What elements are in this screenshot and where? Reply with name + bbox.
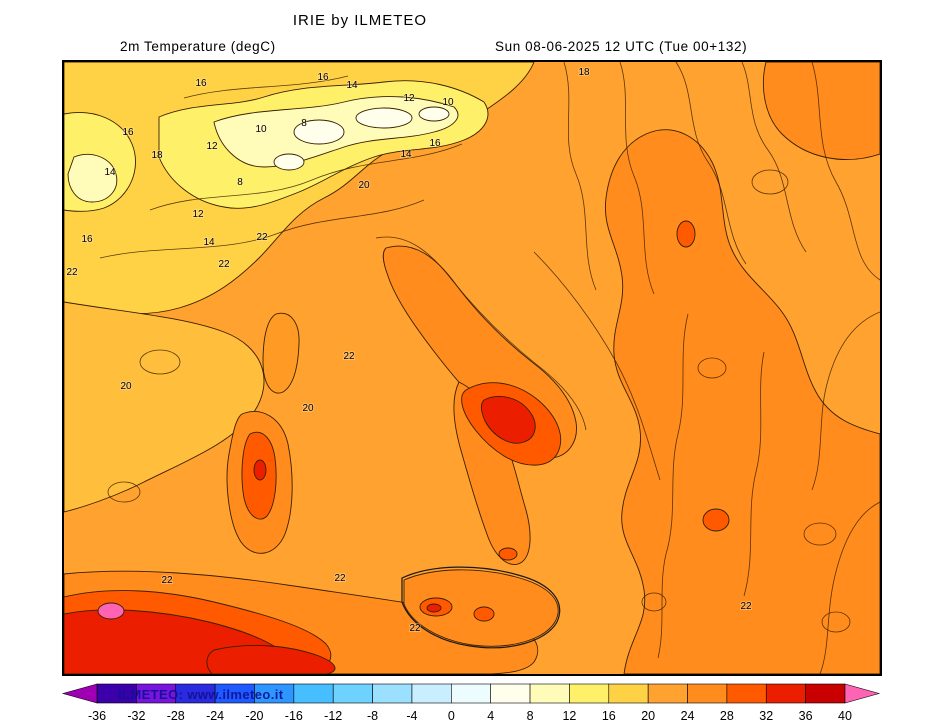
contour-label: 22 [409,623,421,634]
colorbar-segment [805,683,846,704]
colorbar-tick-label: 8 [527,709,534,723]
contour-label: 10 [255,124,267,135]
temperature-map: 16 16 14 12 10 8 10 16 18 12 14 14 16 18 8 20 12 16 14 22 22… [62,60,882,676]
colorbar-tick-label: -4 [406,709,417,723]
contour-label: 18 [151,150,163,161]
colorbar-tick-label: 32 [759,709,773,723]
contour-label: 14 [203,237,215,248]
region-white-4-8 [273,106,450,171]
colorbar-tick-label: 28 [720,709,734,723]
colorbar-segment [411,683,452,704]
contour-label: 22 [740,601,752,612]
colorbar-segment [726,683,767,704]
contour-label: 22 [218,259,230,270]
map-variable-label: 2m Temperature (degC) [120,39,276,54]
colorbar-tick-label: -36 [88,709,106,723]
contour-label: 22 [256,232,268,243]
colorbar-segment [765,683,806,704]
contour-label: 12 [192,209,204,220]
contour-label: 12 [206,141,218,152]
colorbar-tick-label: 12 [562,709,576,723]
contour-label: 16 [429,138,441,149]
colorbar-segment [451,683,491,704]
colorbar-tick-label: 16 [602,709,616,723]
colorbar-tick-label: -32 [127,709,145,723]
colorbar-right-arrow [844,683,881,704]
contour-label: 22 [343,351,355,362]
colorbar-tick-label: -12 [324,709,342,723]
contour-label: 16 [195,78,207,89]
contour-label: 10 [442,97,454,108]
colorbar-tick-label: 36 [799,709,813,723]
map-datetime-label: Sun 08-06-2025 12 UTC (Tue 00+132) [495,39,748,54]
contour-label: 16 [122,127,134,138]
colorbar-segment [647,683,688,704]
contour-label: 22 [161,575,173,586]
contour-label: 18 [578,67,590,78]
colorbar-tick-label: 4 [487,709,494,723]
contour-label: 16 [81,234,93,245]
colorbar-tick-label: -24 [206,709,224,723]
contour-label: 22 [66,267,78,278]
contour-label: 20 [120,381,132,392]
contour-label: 8 [237,177,243,188]
contour-label: 20 [302,403,314,414]
contour-label: 16 [317,72,329,83]
contour-label: 8 [301,118,307,129]
colorbar-tick-label: -8 [367,709,378,723]
contour-label: 14 [346,80,358,91]
colorbar-tick-label: 40 [838,709,852,723]
region-pink-hotspot [97,602,125,620]
contour-label: 14 [400,149,412,160]
contour-label: 20 [358,180,370,191]
temperature-colorbar: -36 -32 -28 -24 -20 -16 -12 -8 -4 0 4 8 12 16 20 24 28 32… [61,683,881,723]
colorbar-segment [569,683,610,704]
colorbar-segment [687,683,728,704]
contour-label: 22 [334,573,346,584]
colorbar-segment [332,683,373,704]
contour-lines [99,62,880,674]
colorbar-tick-label: -28 [167,709,185,723]
colorbar-segment [529,683,570,704]
colorbar-tick-label: -20 [245,709,263,723]
colorbar-tick-label: 20 [641,709,655,723]
contour-label: 14 [104,167,116,178]
colorbar-tick-label: 24 [681,709,695,723]
page-title: IRIE by ILMETEO [292,12,428,29]
colorbar-left-arrow [61,683,98,704]
colorbar-segment [372,683,413,704]
colorbar-segment [293,683,334,704]
colorbar-tick-label: 0 [448,709,455,723]
watermark: ILMETEO: www.ilmeteo.it [118,687,284,702]
region-red-32-36 [64,396,536,674]
colorbar-segment [608,683,649,704]
contour-label: 12 [403,93,415,104]
colorbar-tick-label: -16 [285,709,303,723]
colorbar-segment [490,683,531,704]
